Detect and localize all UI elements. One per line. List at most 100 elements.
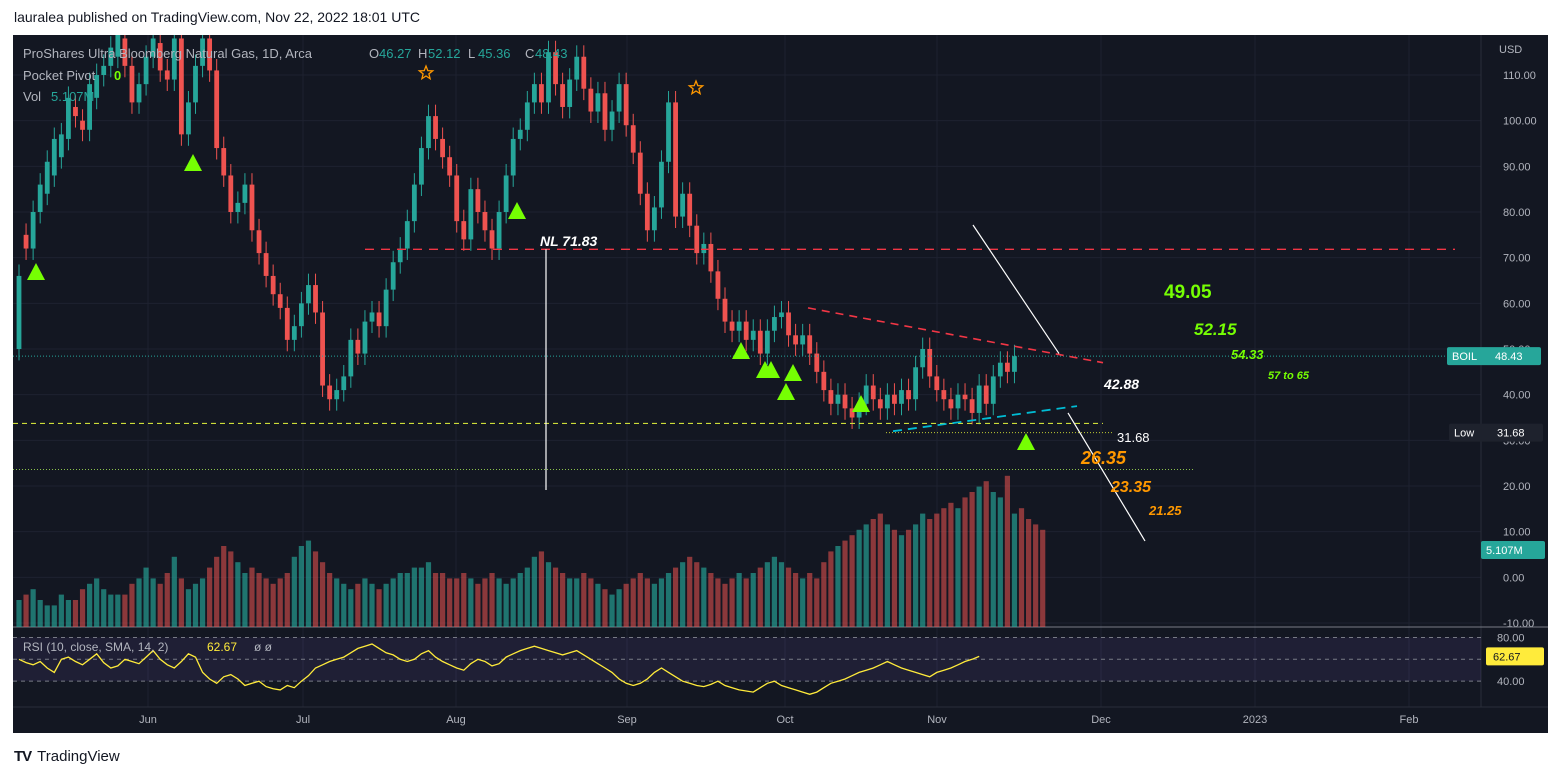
candle xyxy=(482,212,488,231)
candle xyxy=(990,376,996,404)
volume-bar xyxy=(475,583,481,627)
volume-bar xyxy=(411,567,417,627)
candle xyxy=(588,88,594,112)
candle xyxy=(108,47,114,66)
volume-bar xyxy=(807,573,813,627)
volume-bar xyxy=(143,567,149,627)
candle xyxy=(764,330,770,354)
annotation-label: 26.35 xyxy=(1080,448,1127,468)
volume-bar xyxy=(701,567,707,627)
candle xyxy=(673,102,678,217)
volume-bar xyxy=(680,562,686,627)
volume-bar xyxy=(842,540,848,627)
volume-bar xyxy=(644,578,650,627)
candle xyxy=(729,321,735,331)
candle xyxy=(955,394,961,409)
candle xyxy=(969,399,975,413)
annotation-label: 52.15 xyxy=(1194,320,1237,339)
candle xyxy=(404,221,410,249)
volume-bar xyxy=(150,578,156,627)
candle xyxy=(23,234,29,249)
candle xyxy=(531,84,537,103)
candle xyxy=(694,225,700,254)
volume-bar xyxy=(898,535,905,627)
chart-frame[interactable]: 110.00100.0090.0080.0070.0060.0050.0040.… xyxy=(13,35,1548,733)
candle xyxy=(602,93,608,130)
candle xyxy=(320,312,325,386)
volume-bar xyxy=(72,600,79,627)
volume-bar xyxy=(538,551,545,627)
volume-bar xyxy=(708,573,714,627)
volume-bar xyxy=(658,578,665,627)
volume-bar xyxy=(941,508,947,627)
volume-bar xyxy=(341,583,347,627)
candle xyxy=(948,399,954,409)
candle xyxy=(284,307,290,340)
volume-bar xyxy=(312,551,319,627)
volume-bar xyxy=(383,583,389,627)
volume-bar xyxy=(432,573,439,627)
legend-vol-label: Vol xyxy=(23,89,41,104)
volume-bar xyxy=(178,578,184,627)
y-tick-label: 40.00 xyxy=(1503,390,1531,402)
price-badge-value: 48.43 xyxy=(1495,351,1523,363)
volume-bar xyxy=(404,573,410,627)
candle xyxy=(772,317,777,331)
volume-bar xyxy=(800,578,806,627)
volume-bar xyxy=(588,578,594,627)
pocket-pivot-arrow-icon xyxy=(732,342,750,359)
volume-bar xyxy=(221,546,227,627)
candle xyxy=(666,102,671,162)
volume-bar xyxy=(376,589,382,627)
volume-bar xyxy=(793,573,799,627)
volume-bar xyxy=(969,492,975,627)
candle xyxy=(595,93,601,112)
price-badge-value: 5.107M xyxy=(1486,545,1523,557)
candle xyxy=(821,371,827,391)
volume-bar xyxy=(962,497,968,627)
candle xyxy=(701,243,707,254)
y-tick-label: 110.00 xyxy=(1503,70,1536,82)
footer-brand[interactable]: TradingView xyxy=(37,748,120,765)
candle xyxy=(976,385,982,413)
candle xyxy=(807,335,813,354)
volume-bar xyxy=(1025,519,1032,627)
candle xyxy=(468,189,474,240)
volume-bar xyxy=(23,594,29,627)
candle xyxy=(644,193,650,231)
candle xyxy=(510,138,516,176)
volume-bar xyxy=(905,529,912,627)
volume-bar xyxy=(665,573,672,627)
candle xyxy=(750,330,756,340)
volume-bar xyxy=(482,578,488,627)
candle xyxy=(913,367,919,400)
volume-bar xyxy=(849,535,855,627)
volume-bar xyxy=(44,605,50,627)
volume-bar xyxy=(920,513,926,627)
x-tick-label: Jun xyxy=(139,714,157,726)
price-badge-label: BOIL xyxy=(1452,351,1477,363)
candle xyxy=(687,193,693,226)
star-icon xyxy=(687,79,705,96)
volume-bar xyxy=(228,551,234,627)
candle xyxy=(722,298,728,322)
volume-bar xyxy=(192,583,199,627)
volume-bar xyxy=(16,600,22,627)
candle xyxy=(920,349,926,368)
candle xyxy=(263,253,269,276)
price-badge xyxy=(1449,423,1543,442)
candle xyxy=(870,385,876,400)
volume-bar xyxy=(496,578,502,627)
footer: TV TradingView xyxy=(14,748,120,765)
candle xyxy=(736,321,742,331)
candle xyxy=(892,394,897,404)
volume-bar xyxy=(574,578,580,627)
chart-canvas[interactable]: 110.00100.0090.0080.0070.0060.0050.0040.… xyxy=(13,35,1548,733)
volume-bar xyxy=(164,573,170,627)
candle xyxy=(863,385,869,404)
rsi-na-marks: ø ø xyxy=(254,640,273,654)
candle xyxy=(136,84,142,103)
volume-bar xyxy=(623,583,629,627)
candle xyxy=(637,152,643,194)
published-header: lauralea published on TradingView.com, N… xyxy=(14,9,420,25)
